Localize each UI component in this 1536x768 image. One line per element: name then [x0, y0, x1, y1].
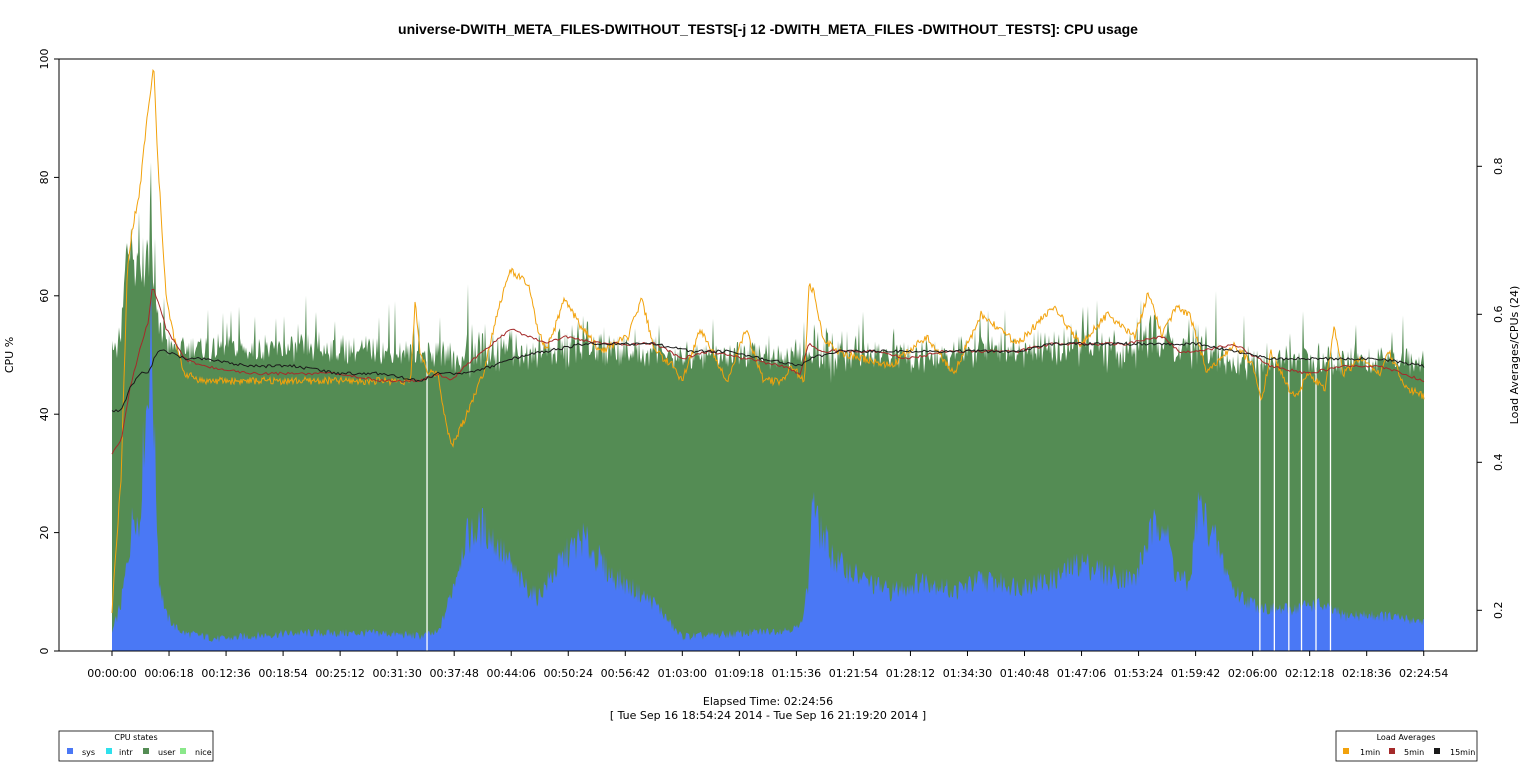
x-tick-label-21: 02:12:18: [1285, 667, 1334, 680]
cpu-states-legend: CPU states sys intr user nice: [58, 730, 214, 762]
right-tick-label-0.8: 0.8: [1492, 158, 1505, 176]
legend-swatch-5min: [1389, 748, 1395, 754]
left-y-axis-label: CPU %: [3, 337, 16, 373]
x-tick-label-6: 00:37:48: [429, 667, 478, 680]
right-y-axis: 0.2 0.4 0.6 0.8: [1477, 158, 1505, 620]
plot-area: [111, 59, 1425, 651]
x-tick-label-22: 02:18:36: [1342, 667, 1391, 680]
x-axis-label: Elapsed Time: 02:24:56: [703, 695, 833, 708]
x-tick-label-7: 00:44:06: [487, 667, 536, 680]
x-tick-label-2: 00:12:36: [201, 667, 250, 680]
legend-label-intr: intr: [119, 748, 133, 757]
legend-swatch-nice: [180, 748, 186, 754]
left-y-axis: 0 20 40 60 80 100: [38, 49, 59, 655]
x-tick-label-16: 01:40:48: [1000, 667, 1049, 680]
right-y-axis-label: Load Averages/CPUs (24): [1508, 286, 1521, 425]
1min-series-line: [111, 69, 1425, 614]
x-tick-label-18: 01:53:24: [1114, 667, 1163, 680]
right-tick-label-0.2: 0.2: [1492, 602, 1505, 620]
x-axis: 00:00:00 00:06:18 00:12:36 00:18:54 00:25:12…: [87, 651, 1448, 680]
x-tick-label-4: 00:25:12: [315, 667, 364, 680]
left-tick-label-0: 0: [38, 648, 51, 655]
left-tick-label-100: 100: [38, 49, 51, 70]
legend-label-15min: 15min: [1450, 748, 1475, 757]
legend-title: CPU states: [114, 733, 157, 742]
left-tick-label-20: 20: [38, 526, 51, 540]
legend-label-5min: 5min: [1404, 748, 1424, 757]
legend-label-1min: 1min: [1360, 748, 1380, 757]
x-tick-label-14: 01:28:12: [886, 667, 935, 680]
x-tick-label-5: 00:31:30: [372, 667, 421, 680]
right-tick-label-0.6: 0.6: [1492, 306, 1505, 324]
legend-label-nice: nice: [195, 748, 212, 757]
x-tick-label-8: 00:50:24: [544, 667, 593, 680]
x-tick-label-15: 01:34:30: [943, 667, 992, 680]
left-tick-label-80: 80: [38, 170, 51, 184]
legend-label-user: user: [158, 748, 176, 757]
x-tick-label-23: 02:24:54: [1399, 667, 1448, 680]
legend-label-sys: sys: [82, 748, 95, 757]
left-tick-label-40: 40: [38, 407, 51, 421]
legend-swatch-15min: [1434, 748, 1440, 754]
load-averages-legend: Load Averages 1min 5min 15min: [1335, 730, 1478, 762]
x-tick-label-13: 01:21:54: [829, 667, 878, 680]
user-series-area: [112, 162, 1424, 651]
legend-box: [58, 730, 214, 762]
legend-swatch-1min: [1343, 748, 1349, 754]
sys-series-area: [112, 273, 1424, 651]
x-tick-label-3: 00:18:54: [258, 667, 307, 680]
left-tick-label-60: 60: [38, 289, 51, 303]
x-tick-label-19: 01:59:42: [1171, 667, 1220, 680]
x-tick-label-17: 01:47:06: [1057, 667, 1106, 680]
plot-frame: [58, 58, 1478, 652]
x-axis-date-range: [ Tue Sep 16 18:54:24 2014 - Tue Sep 16 …: [610, 709, 926, 722]
legend-box: [1335, 730, 1478, 762]
x-tick-label-1: 00:06:18: [144, 667, 193, 680]
legend-title: Load Averages: [1377, 733, 1436, 742]
x-tick-label-0: 00:00:00: [87, 667, 136, 680]
x-tick-label-20: 02:06:00: [1228, 667, 1277, 680]
chart-title: universe-DWITH_META_FILES-DWITHOUT_TESTS…: [398, 21, 1138, 37]
legend-swatch-sys: [67, 748, 73, 754]
legend-swatch-user: [143, 748, 149, 754]
x-tick-label-10: 01:03:00: [658, 667, 707, 680]
x-tick-label-9: 00:56:42: [601, 667, 650, 680]
x-tick-label-11: 01:09:18: [715, 667, 764, 680]
x-tick-label-12: 01:15:36: [772, 667, 821, 680]
legend-swatch-intr: [106, 748, 112, 754]
right-tick-label-0.4: 0.4: [1492, 454, 1505, 472]
15min-series-line: [111, 341, 1425, 413]
